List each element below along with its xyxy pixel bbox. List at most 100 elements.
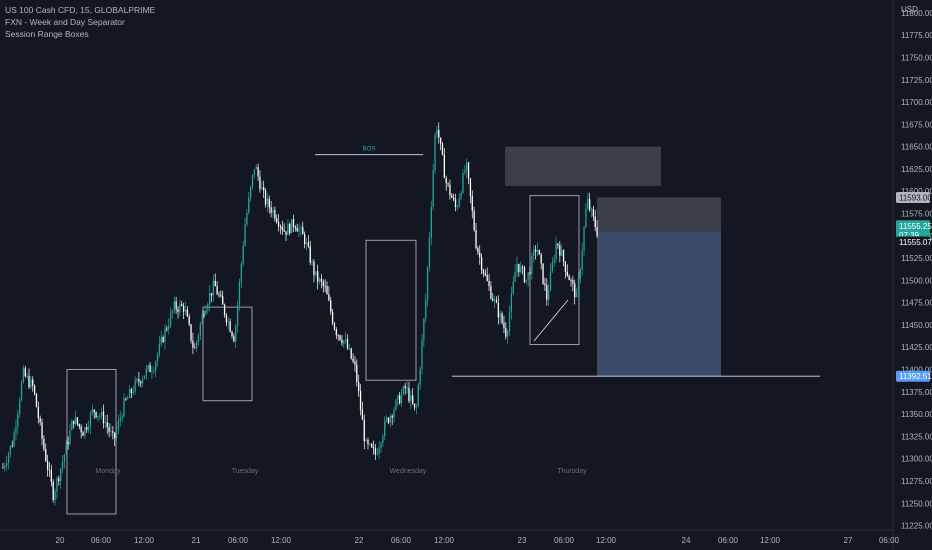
candle-body bbox=[272, 209, 274, 213]
candle-body bbox=[561, 250, 563, 256]
candle-body bbox=[546, 285, 548, 300]
candle-body bbox=[281, 226, 283, 231]
candle-body bbox=[346, 339, 349, 349]
candle-body bbox=[397, 395, 399, 401]
candle-body bbox=[587, 199, 589, 209]
candle-body bbox=[240, 263, 242, 282]
day-label: Monday bbox=[96, 468, 121, 475]
candle-body bbox=[6, 462, 8, 466]
candle-body bbox=[169, 312, 172, 326]
candle-body bbox=[182, 305, 185, 312]
candle-body bbox=[156, 354, 159, 362]
candle-body bbox=[99, 415, 101, 417]
candle-body bbox=[551, 262, 554, 272]
candle-body bbox=[138, 379, 140, 382]
candle-body bbox=[406, 387, 408, 389]
candle-body bbox=[376, 453, 378, 455]
candle-body bbox=[523, 267, 526, 282]
candle-body bbox=[171, 310, 174, 313]
candle-body bbox=[89, 413, 92, 427]
candle-body bbox=[43, 438, 45, 450]
price-tick: 11425.00 bbox=[901, 343, 932, 352]
time-axis: 20 06:00 12:00 21 06:00 12:00 22 06:00 12:00 23 06… bbox=[56, 536, 900, 545]
candle-body bbox=[466, 162, 468, 171]
annotation-lines-layer: BOS bbox=[315, 147, 820, 377]
candle-body bbox=[393, 409, 395, 418]
candle-body bbox=[378, 447, 380, 454]
candle-body bbox=[572, 280, 574, 284]
candle-body bbox=[525, 279, 527, 282]
candle-body bbox=[438, 129, 440, 138]
candle-body bbox=[76, 417, 79, 424]
candle-body bbox=[564, 261, 567, 272]
price-tick: 11650.00 bbox=[901, 143, 932, 152]
candle-body bbox=[220, 295, 222, 297]
symbol-title[interactable]: US 100 Cash CFD, 15, GLOBALPRIME bbox=[5, 5, 156, 15]
candle-body bbox=[544, 283, 546, 286]
candle-body bbox=[13, 432, 15, 447]
candle-body bbox=[28, 375, 30, 388]
candle-body bbox=[166, 328, 168, 330]
candle-body bbox=[302, 227, 304, 235]
candle-body bbox=[534, 249, 537, 252]
candle-body bbox=[514, 272, 516, 282]
indicator-week-day-separator[interactable]: FXN - Week and Day Separator bbox=[5, 17, 125, 27]
candle-body bbox=[298, 228, 300, 232]
candle-body bbox=[173, 301, 175, 311]
candle-body bbox=[374, 448, 377, 455]
candle-body bbox=[443, 154, 445, 178]
candle-body bbox=[209, 293, 211, 305]
price-tick: 11275.00 bbox=[901, 477, 932, 486]
candle-body bbox=[557, 243, 559, 246]
candle-body bbox=[48, 469, 51, 471]
candle-body bbox=[307, 242, 310, 247]
candle-body bbox=[408, 387, 410, 401]
candle-body bbox=[114, 432, 116, 439]
day-label: Thursday bbox=[557, 468, 587, 475]
candle-body bbox=[488, 280, 490, 287]
candle-body bbox=[127, 397, 129, 400]
price-badge-level-bg bbox=[896, 370, 930, 382]
day-label: Wednesday bbox=[390, 468, 427, 475]
candle-body bbox=[384, 420, 386, 437]
bos-label: BOS bbox=[363, 147, 376, 153]
candle-body bbox=[512, 281, 514, 294]
price-badge-11555-bg bbox=[896, 236, 930, 248]
candle-body bbox=[4, 465, 6, 468]
candle-body bbox=[484, 273, 486, 275]
candle-body bbox=[125, 398, 127, 400]
candle-body bbox=[369, 443, 371, 445]
price-tick: 11475.00 bbox=[901, 299, 932, 308]
candle-body bbox=[246, 212, 248, 225]
candle-body bbox=[456, 206, 459, 208]
candle-body bbox=[566, 271, 568, 276]
candle-body bbox=[201, 314, 203, 324]
candle-body bbox=[100, 411, 103, 416]
current-price-badge-text: 07:39 bbox=[899, 231, 920, 240]
candle-body bbox=[479, 252, 481, 257]
candle-body bbox=[309, 246, 311, 263]
candle-body bbox=[529, 272, 531, 274]
candle-body bbox=[238, 281, 241, 305]
candle-body bbox=[225, 315, 228, 323]
candle-body bbox=[305, 242, 308, 245]
candle-body bbox=[20, 381, 23, 401]
candle-body bbox=[192, 340, 194, 348]
candle-body bbox=[559, 245, 561, 256]
candle-body bbox=[188, 316, 190, 325]
price-tick: 11500.00 bbox=[901, 276, 932, 285]
candle-body bbox=[415, 406, 418, 408]
indicator-session-range-boxes[interactable]: Session Range Boxes bbox=[5, 29, 89, 39]
candle-body bbox=[581, 250, 583, 270]
session-boxes-layer bbox=[66, 195, 580, 515]
candle-body bbox=[35, 393, 38, 408]
time-tick: 06:00 bbox=[554, 536, 575, 545]
candle-body bbox=[296, 227, 298, 232]
time-tick: 27 bbox=[844, 536, 853, 545]
candle-body bbox=[141, 378, 144, 384]
candle-body bbox=[471, 196, 473, 212]
price-badge-11593-text: 11593.00 bbox=[899, 193, 932, 202]
candle-body bbox=[290, 219, 293, 234]
candle-body bbox=[507, 331, 509, 337]
